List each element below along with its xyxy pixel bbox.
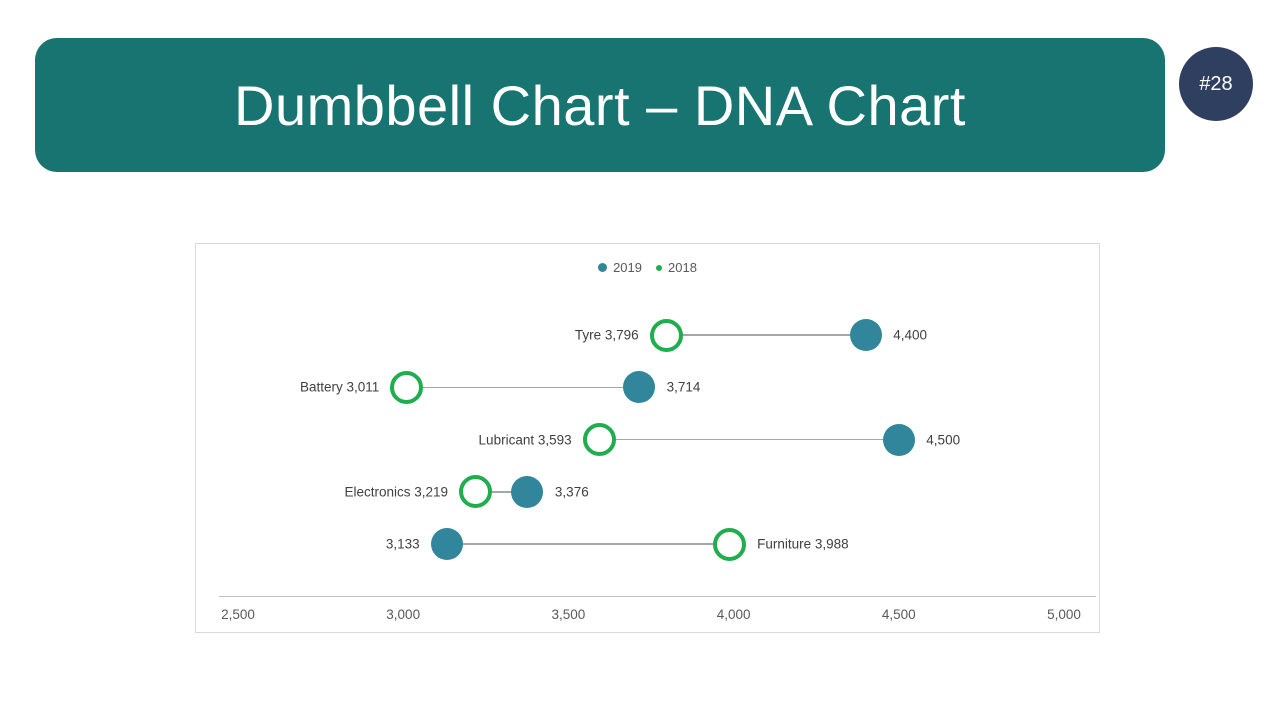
legend-item-2018: 2018 [656,260,697,275]
marker-2019 [431,528,464,560]
slide-number-badge: #28 [1179,47,1253,121]
marker-2019 [849,319,882,351]
x-tick-label: 5,000 [1047,607,1081,622]
x-tick-label: 3,500 [551,607,586,622]
dumbbell-chart: 2019 2018 4,400 Tyre 3,796 3,714 Battery 3,01… [195,243,1100,633]
x-tick-label: 4,500 [881,607,916,622]
legend-label: 2019 [613,260,642,275]
chart-legend: 2019 2018 [196,260,1099,275]
connector-line [475,491,528,493]
slide-number-label: #28 [1199,72,1233,95]
connector-line [447,543,730,545]
point-label-2018: Tyre 3,796 [574,327,639,343]
marker-2018 [713,527,747,561]
legend-item-2019: 2019 [598,260,642,275]
title-bar: Dumbbell Chart – DNA Chart [35,38,1165,172]
point-label-2018: Battery 3,011 [300,379,380,395]
connector-line [406,386,640,388]
legend-marker-2019-icon [598,263,608,272]
marker-2019 [623,371,656,404]
point-label-2018: Electronics 3,219 [344,484,449,500]
marker-2018 [649,318,683,352]
page-title: Dumbbell Chart – DNA Chart [234,73,966,137]
marker-2018 [390,370,424,404]
x-tick-label: 3,000 [386,607,421,622]
point-label-2019: 4,400 [893,327,928,343]
marker-2018 [582,423,616,456]
point-label-2019: 3,376 [554,484,589,500]
point-label-2019: 3,714 [666,379,701,395]
marker-2019 [882,423,915,456]
point-label-2018: Lubricant 3,593 [478,432,572,447]
marker-2018 [459,475,493,509]
connector-line [666,334,866,336]
point-label-2018: Furniture 3,988 [757,536,849,552]
x-tick-label: 4,000 [716,607,751,622]
legend-label: 2018 [668,260,697,275]
point-label-2019: 4,500 [926,432,961,447]
x-tick-label: 2,500 [221,607,255,622]
legend-marker-2018-icon [656,264,662,271]
x-axis-line [219,596,1096,597]
connector-line [599,438,899,441]
point-label-2019: 3,133 [385,536,420,552]
marker-2019 [511,475,544,508]
